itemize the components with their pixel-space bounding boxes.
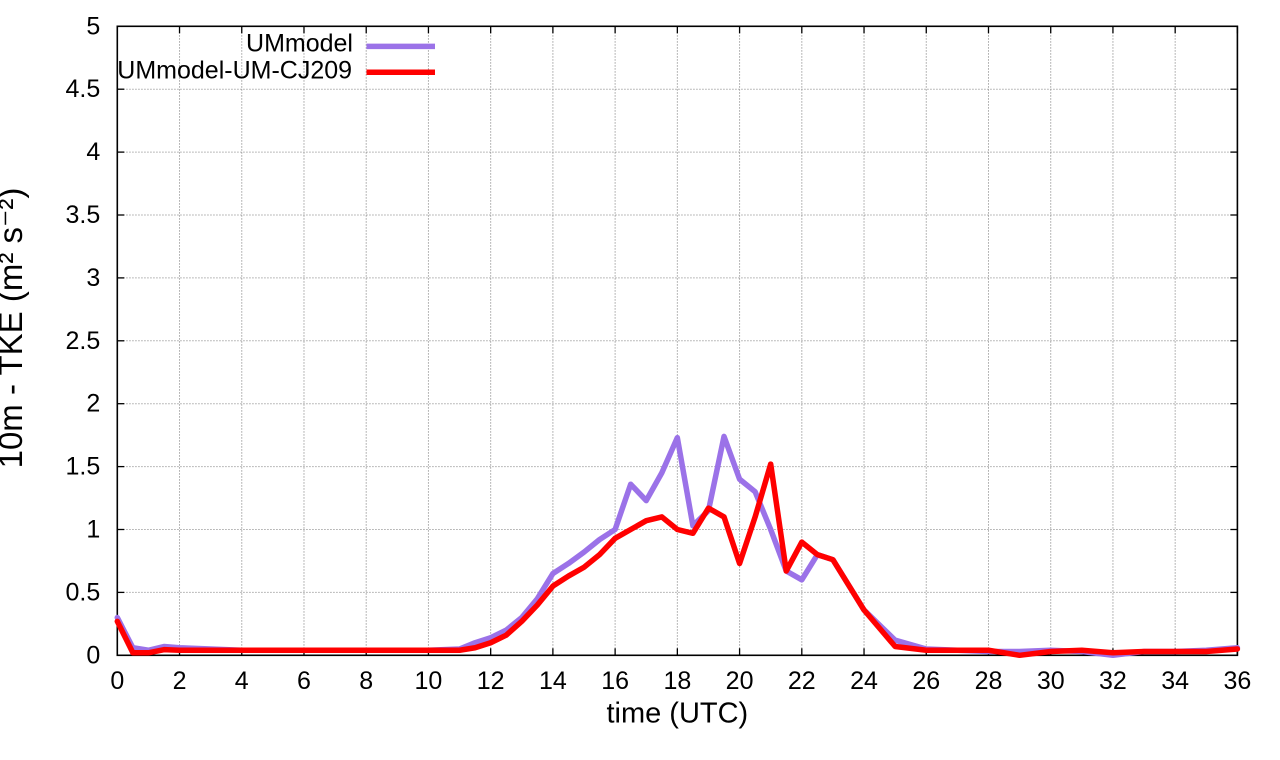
- svg-text:1: 1: [86, 516, 100, 544]
- svg-text:26: 26: [912, 667, 940, 695]
- svg-text:3: 3: [86, 264, 100, 292]
- svg-text:12: 12: [477, 667, 505, 695]
- svg-text:34: 34: [1161, 667, 1189, 695]
- svg-text:30: 30: [1037, 667, 1065, 695]
- svg-text:18: 18: [663, 667, 691, 695]
- svg-text:8: 8: [359, 667, 373, 695]
- svg-text:4: 4: [86, 138, 100, 166]
- svg-text:20: 20: [726, 667, 754, 695]
- svg-text:2: 2: [86, 390, 100, 418]
- svg-text:16: 16: [601, 667, 629, 695]
- svg-text:32: 32: [1099, 667, 1127, 695]
- svg-text:3.5: 3.5: [66, 201, 101, 229]
- svg-text:time (UTC): time (UTC): [606, 697, 748, 729]
- svg-text:24: 24: [850, 667, 878, 695]
- svg-text:4: 4: [235, 667, 249, 695]
- svg-text:0.5: 0.5: [66, 578, 101, 606]
- svg-text:UMmodel-UM-CJ209: UMmodel-UM-CJ209: [117, 57, 352, 85]
- svg-text:10: 10: [415, 667, 443, 695]
- svg-text:4.5: 4.5: [66, 75, 101, 103]
- svg-text:36: 36: [1223, 667, 1251, 695]
- svg-text:2: 2: [173, 667, 187, 695]
- svg-text:6: 6: [297, 667, 311, 695]
- svg-text:28: 28: [975, 667, 1003, 695]
- svg-text:10m - TKE (m² s⁻²): 10m - TKE (m² s⁻²): [0, 188, 29, 469]
- svg-text:22: 22: [788, 667, 816, 695]
- svg-text:2.5: 2.5: [66, 327, 101, 355]
- svg-text:5: 5: [86, 12, 100, 40]
- svg-text:0: 0: [110, 667, 124, 695]
- svg-text:UMmodel: UMmodel: [246, 30, 353, 58]
- svg-text:14: 14: [539, 667, 567, 695]
- svg-text:0: 0: [86, 641, 100, 669]
- svg-text:1.5: 1.5: [66, 453, 101, 481]
